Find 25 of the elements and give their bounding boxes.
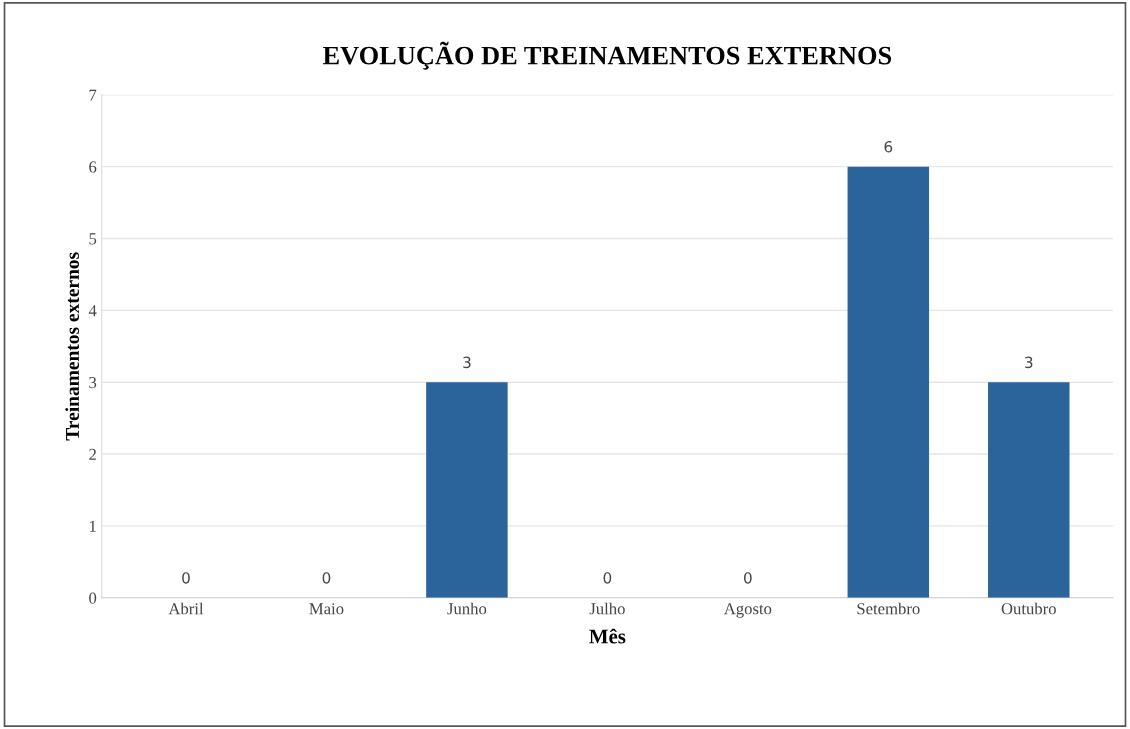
- x-tick-label: Julho: [589, 602, 625, 615]
- data-label: 0: [603, 572, 612, 584]
- x-tick-label: Abril: [168, 602, 204, 615]
- x-tick-label: Setembro: [857, 602, 920, 615]
- data-label: 3: [1025, 356, 1033, 369]
- data-label: 0: [743, 572, 752, 584]
- x-tick-label: Junho: [447, 602, 487, 615]
- data-label: 3: [463, 356, 471, 369]
- x-axis-title: Mês: [589, 628, 626, 644]
- y-tick-label: 0: [89, 592, 97, 604]
- x-tick-label: Agosto: [723, 603, 772, 618]
- data-label: 6: [884, 141, 893, 153]
- y-tick-label: 4: [88, 305, 97, 317]
- y-tick-label: 3: [89, 376, 97, 389]
- y-tick-label: 5: [89, 233, 97, 245]
- y-tick-label: 7: [89, 89, 97, 101]
- x-tick-label: Maio: [309, 603, 344, 615]
- y-tick-label: 6: [89, 161, 97, 173]
- y-axis-title: Treinamentos externos: [65, 252, 79, 441]
- data-label: 0: [322, 572, 331, 584]
- y-tick-label: 1: [89, 520, 96, 532]
- x-tick-label: Outubro: [1001, 602, 1056, 615]
- data-label: 0: [182, 572, 190, 584]
- y-tick-label: 2: [89, 448, 96, 460]
- chart-title: EVOLUÇÃO DE TREINAMENTOS EXTERNOS: [322, 41, 892, 70]
